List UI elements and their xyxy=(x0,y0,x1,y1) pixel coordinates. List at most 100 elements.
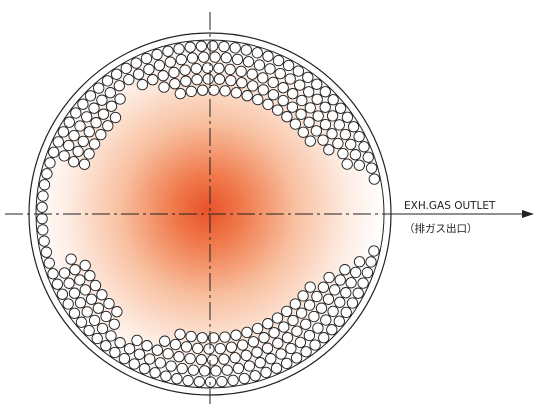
tube-hole xyxy=(303,86,315,98)
tube-hole xyxy=(83,324,95,337)
tube-hole xyxy=(118,352,131,365)
tube-hole xyxy=(251,322,264,335)
tube-hole xyxy=(123,343,136,355)
tube-hole xyxy=(78,158,91,170)
tube-hole xyxy=(295,108,307,120)
tube-hole xyxy=(174,87,186,100)
tube-hole xyxy=(40,246,53,258)
tube-hole xyxy=(48,146,60,158)
tube-hole xyxy=(58,267,71,279)
tube-hole xyxy=(198,51,210,63)
tube-hole xyxy=(327,305,339,318)
tube-hole xyxy=(229,352,241,364)
tube-hole xyxy=(207,332,220,344)
tube-hole xyxy=(114,93,126,105)
tube-hole xyxy=(77,135,89,148)
tube-hole xyxy=(322,293,335,305)
tube-hole xyxy=(105,100,118,112)
tube-hole xyxy=(368,173,380,185)
tube-hole xyxy=(230,87,242,99)
tube-hole xyxy=(294,79,306,91)
tube-hole xyxy=(43,257,55,269)
tube-hole xyxy=(162,348,174,360)
tube-hole xyxy=(100,340,112,352)
tube-hole xyxy=(147,74,159,86)
outlet-arrowhead xyxy=(522,210,534,218)
tube-hole xyxy=(84,270,96,282)
tube-hole xyxy=(92,302,105,314)
tube-hole xyxy=(81,306,93,318)
tube-hole xyxy=(357,277,369,289)
tube-hole xyxy=(154,357,166,369)
tube-hole xyxy=(58,150,70,162)
tube-hole xyxy=(41,168,53,180)
tube-hole xyxy=(326,110,339,122)
tube-hole xyxy=(173,43,185,55)
tube-hole xyxy=(323,144,335,156)
tube-hole xyxy=(218,353,230,365)
tube-hole xyxy=(241,90,253,102)
tube-hole xyxy=(100,310,112,323)
tube-hole xyxy=(36,212,48,225)
tube-hole xyxy=(79,284,91,296)
tube-hole xyxy=(311,290,323,303)
tube-hole xyxy=(300,346,312,358)
outlet-label: EXH.GAS OUTLET xyxy=(404,200,496,212)
tube-hole xyxy=(84,90,97,102)
tube-hole xyxy=(151,48,163,61)
tube-hole xyxy=(277,82,289,94)
tube-hole xyxy=(165,360,177,372)
tube-hole xyxy=(353,130,365,143)
tube-hole xyxy=(68,287,81,299)
tube-hole xyxy=(249,370,261,382)
tube-hole xyxy=(173,351,185,363)
tube-hole xyxy=(214,342,226,355)
tube-hole xyxy=(63,139,75,152)
tube-hole xyxy=(79,259,91,272)
tube-hole xyxy=(218,40,230,53)
tube-hole xyxy=(252,93,264,106)
tube-hole xyxy=(281,111,293,123)
tube-hole xyxy=(97,108,110,120)
tube-hole xyxy=(175,53,187,66)
tube-hole xyxy=(169,338,182,351)
tube-hole xyxy=(350,266,362,279)
tube-hole xyxy=(204,376,217,388)
tube-hole xyxy=(302,71,314,84)
tube-hole xyxy=(236,339,249,351)
tube-hole xyxy=(108,318,120,330)
tube-hole xyxy=(37,190,49,202)
tube-hole xyxy=(101,75,114,87)
tube-hole xyxy=(275,348,287,360)
tube-hole xyxy=(326,324,338,336)
tube-hole xyxy=(159,335,171,347)
tube-hole xyxy=(260,366,272,379)
tube-hole xyxy=(196,84,209,96)
tube-hole xyxy=(56,288,69,300)
tube-hole xyxy=(151,344,164,356)
tube-hole xyxy=(292,65,305,77)
tube-hole xyxy=(72,145,84,158)
tube-hole xyxy=(138,363,151,375)
tube-hole xyxy=(262,318,274,330)
tube-holes xyxy=(36,40,380,388)
tube-hole xyxy=(332,137,344,150)
tube-hole xyxy=(261,342,274,354)
tube-hole xyxy=(289,118,302,130)
tube-hole xyxy=(272,104,284,116)
tube-hole xyxy=(105,330,117,342)
tube-hole xyxy=(96,289,108,301)
tube-hole xyxy=(257,84,269,96)
outlet-sublabel: （排ガス出口） xyxy=(404,222,478,235)
tube-hole xyxy=(109,111,122,124)
tube-hole xyxy=(353,256,366,268)
tube-hole xyxy=(93,82,105,94)
tube-hole xyxy=(62,298,74,310)
tube-hole xyxy=(339,128,352,141)
tube-hole xyxy=(265,353,277,365)
tube-hole xyxy=(136,78,149,91)
tube-hole xyxy=(68,307,81,319)
tube-hole xyxy=(227,374,239,387)
tube-hole xyxy=(123,73,135,86)
tube-hole xyxy=(213,62,225,74)
